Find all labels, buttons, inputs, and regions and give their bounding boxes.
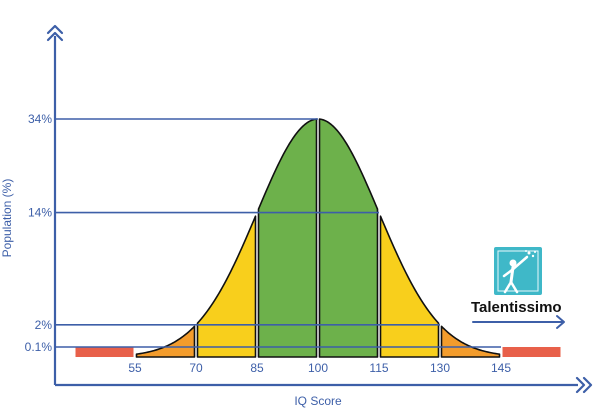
x-tick-label: 85 xyxy=(250,361,264,375)
x-tick-label: 70 xyxy=(189,361,203,375)
y-tick-labels: 0.1% 2% 14% 34% xyxy=(25,112,53,354)
x-tick-label: 100 xyxy=(308,361,328,375)
curve-segment xyxy=(257,118,318,358)
x-axis-arrow-icon xyxy=(575,376,593,394)
curve-segment xyxy=(379,215,440,358)
brand-arrow-icon xyxy=(472,315,565,329)
curve-segment xyxy=(440,325,501,358)
brand-name: Talentissimo xyxy=(471,299,562,316)
curve-segment xyxy=(502,347,561,357)
segments-layer xyxy=(75,118,561,358)
y-axis-title: Population (%) xyxy=(0,179,14,258)
x-tick-labels: 55 70 85 100 115 130 145 xyxy=(128,361,511,375)
y-axis-arrow-icon xyxy=(46,24,64,42)
brand-logo xyxy=(494,247,542,295)
x-tick-label: 130 xyxy=(430,361,450,375)
reference-lines-layer xyxy=(55,118,501,348)
curve-segment xyxy=(135,325,196,358)
y-tick-label: 14% xyxy=(28,206,52,220)
curve-segment xyxy=(196,215,257,358)
curve-segment xyxy=(318,118,379,358)
x-tick-label: 145 xyxy=(491,361,511,375)
curve-segment xyxy=(75,347,134,357)
brand-logo-icon xyxy=(494,247,542,295)
x-axis-title: IQ Score xyxy=(294,394,342,408)
y-tick-label: 0.1% xyxy=(25,340,53,354)
y-tick-label: 2% xyxy=(35,318,53,332)
x-tick-label: 55 xyxy=(128,361,142,375)
x-tick-label: 115 xyxy=(369,361,388,375)
y-tick-label: 34% xyxy=(28,112,52,126)
